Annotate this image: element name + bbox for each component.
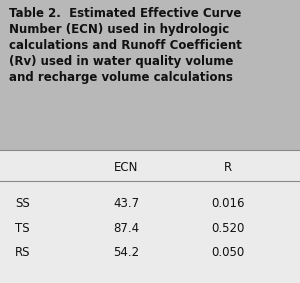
Text: R: R — [224, 161, 232, 174]
Text: 0.016: 0.016 — [211, 197, 245, 210]
Text: 87.4: 87.4 — [113, 222, 139, 235]
Text: TS: TS — [15, 222, 30, 235]
Text: 54.2: 54.2 — [113, 246, 139, 260]
Text: Table 2.  Estimated Effective Curve
Number (ECN) used in hydrologic
calculations: Table 2. Estimated Effective Curve Numbe… — [9, 7, 242, 84]
Text: 0.520: 0.520 — [211, 222, 245, 235]
Text: 43.7: 43.7 — [113, 197, 139, 210]
Text: RS: RS — [15, 246, 31, 260]
Text: 0.050: 0.050 — [212, 246, 244, 260]
Text: SS: SS — [15, 197, 30, 210]
Text: ECN: ECN — [114, 161, 138, 174]
FancyBboxPatch shape — [0, 150, 300, 283]
FancyBboxPatch shape — [0, 0, 300, 150]
